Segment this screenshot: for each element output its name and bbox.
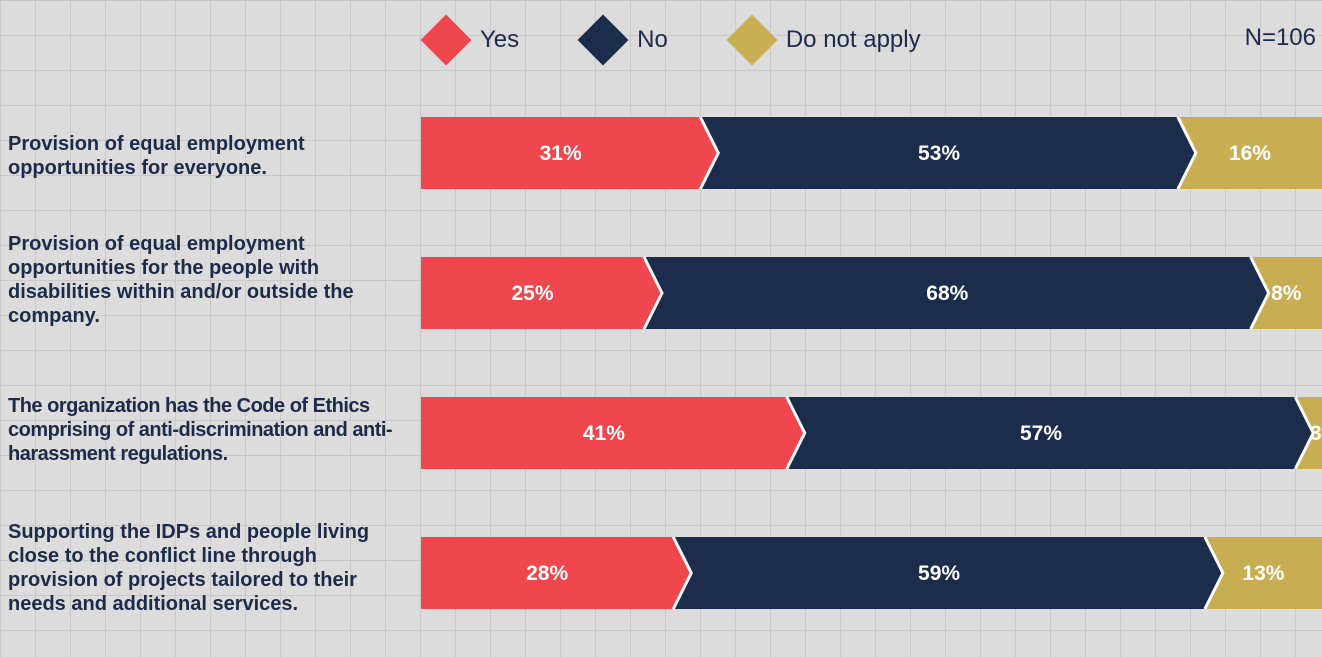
data-label-do-not-apply: 13% [1242, 562, 1284, 585]
data-label-yes: 25% [511, 282, 553, 305]
data-label-do-not-apply: 3% [1310, 422, 1322, 445]
bar-segment-yes [421, 537, 692, 609]
bar-segment-yes [421, 117, 719, 189]
row-label-idps-support: Supporting the IDPs and people living cl… [8, 521, 370, 615]
data-label-no: 59% [918, 562, 960, 585]
data-label-do-not-apply: 16% [1229, 142, 1271, 165]
bar-row: 31% 53% 16% [421, 116, 1322, 190]
bar-segment-do-not-apply [1250, 257, 1322, 329]
legend-item-yes: Yes [420, 14, 520, 66]
segment-divider [785, 396, 807, 470]
data-label-yes: 28% [526, 562, 568, 585]
legend-item-no: No [577, 14, 668, 66]
segment-divider [1203, 536, 1225, 610]
bar-segment-no [644, 257, 1269, 329]
data-label-do-not-apply: 8% [1271, 282, 1302, 305]
bar-segment-do-not-apply [1204, 537, 1322, 609]
legend-label-no: No [637, 26, 668, 53]
data-label-no: 68% [926, 282, 968, 305]
bar-segment-yes [421, 257, 663, 329]
row-label-equal-opportunities: Provision of equal employment opportunit… [8, 133, 305, 179]
bar-segment-do-not-apply [1177, 117, 1322, 189]
row-label-disabilities: Provision of equal employment opportunit… [8, 233, 354, 327]
bar-segment-yes [421, 397, 805, 469]
data-label-yes: 41% [583, 422, 625, 445]
bar-segment-no [786, 397, 1314, 469]
legend-item-do-not-apply: Do not apply [726, 14, 921, 66]
legend-label-do-not-apply: Do not apply [785, 26, 921, 53]
sample-size-label: N=106 [1244, 24, 1316, 51]
bar-segment-do-not-apply [1295, 397, 1322, 469]
segment-divider [1249, 256, 1271, 330]
legend-label-yes: Yes [480, 26, 520, 53]
segment-divider [642, 256, 664, 330]
data-label-yes: 31% [540, 142, 582, 165]
bar-row: 41% 57% 3% [421, 396, 1322, 470]
segment-divider [698, 116, 720, 190]
bar-row: 28% 59% 13% [421, 536, 1322, 610]
segment-divider [1293, 396, 1315, 470]
data-label-no: 57% [1020, 422, 1062, 445]
bar-row: 25% 68% 8% [421, 256, 1322, 330]
row-label-code-of-ethics: The organization has the Code of Ethics … [8, 395, 393, 465]
segment-divider [671, 536, 693, 610]
segment-divider [1176, 116, 1198, 190]
data-label-no: 53% [918, 142, 960, 165]
bar-segment-no [700, 117, 1196, 189]
bar-segment-no [673, 537, 1223, 609]
chart-legend: Yes No Do not apply [420, 0, 921, 80]
